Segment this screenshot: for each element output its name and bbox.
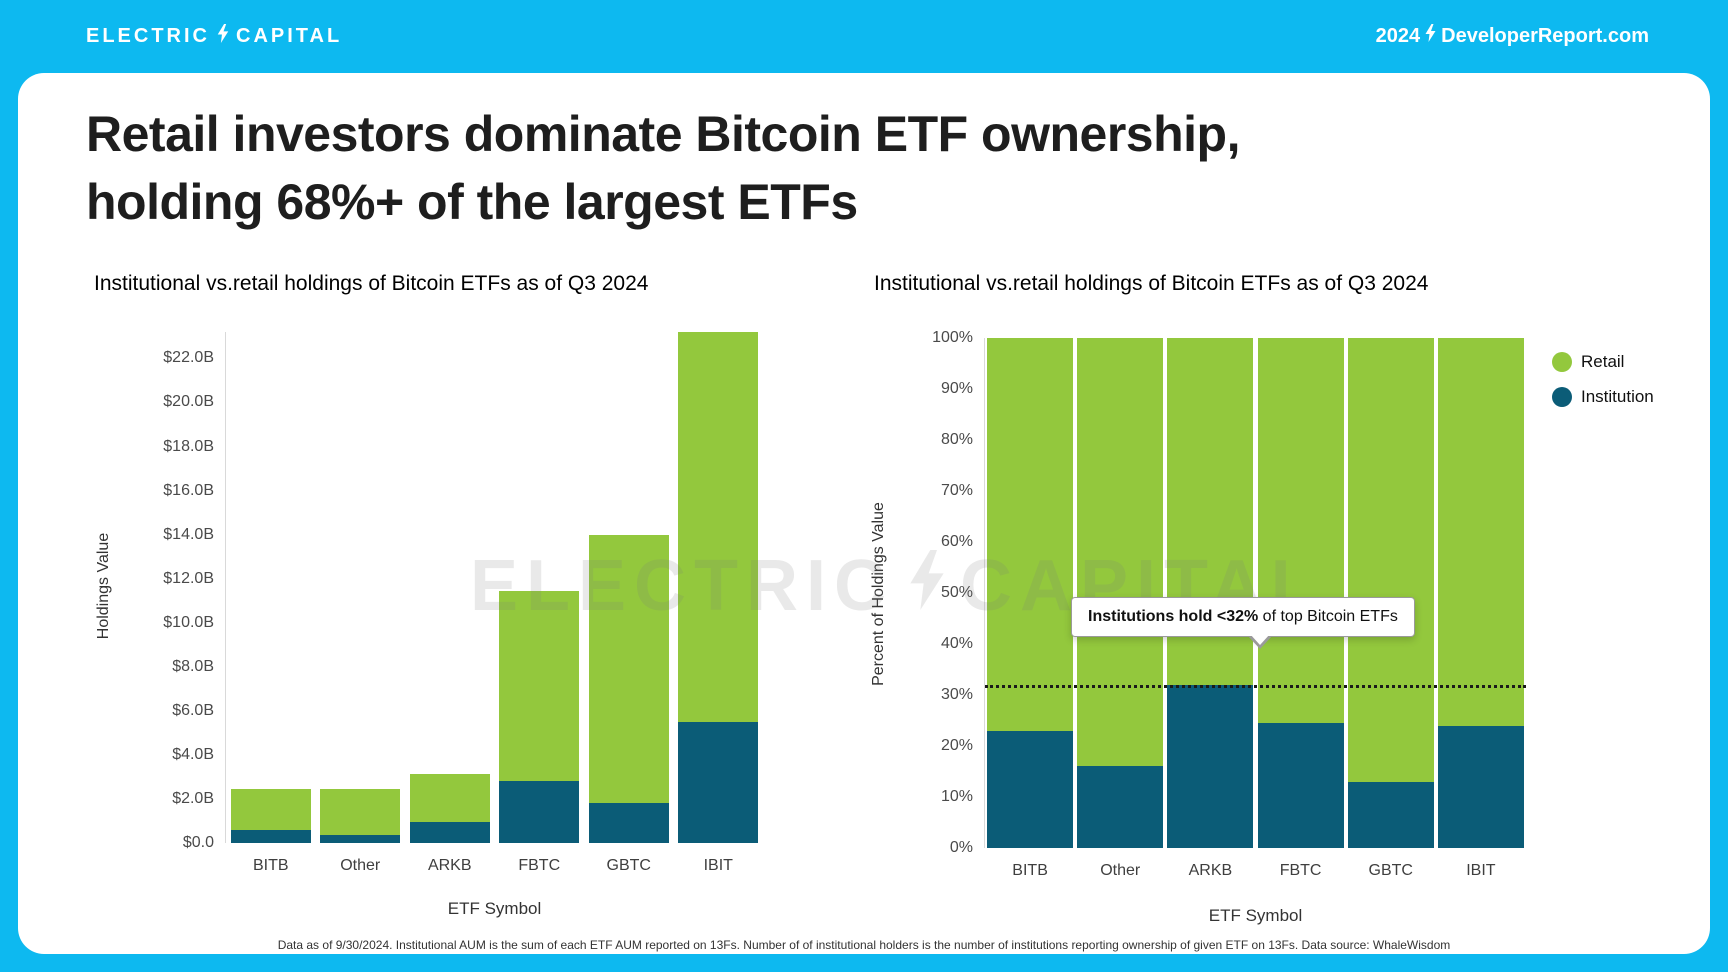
annotation-text: of top Bitcoin ETFs [1258,608,1398,625]
page-title-line2: holding 68%+ of the largest ETFs [86,174,858,230]
percent-chart-x-axis-title: ETF Symbol [1208,906,1303,925]
y-axis-tick-label: 30% [940,686,973,703]
y-axis-tick-label: $14.0B [163,525,214,543]
bar-other-institution [320,835,401,843]
x-axis-tick-label: IBIT [1466,862,1496,879]
bar-gbtc-retail [588,534,669,804]
y-axis-tick-label: 80% [940,431,973,448]
y-axis-tick-label: $8.0B [172,657,214,675]
percent-chart-plot: ETF Symbol Institutions hold <32% of top… [932,329,1526,925]
y-axis-tick-label: $18.0B [163,437,214,455]
bar-bitb-retail [230,789,311,830]
bar-gbtc-retail [1347,338,1434,782]
legend: Retail Institution [1552,352,1654,407]
x-axis-tick-label: IBIT [703,857,733,874]
logo-text-left: ELECTRIC [86,25,210,47]
bar-gbtc-institution [588,803,669,843]
annotation-callout: Institutions hold <32% of top Bitcoin ET… [1071,597,1415,649]
y-axis-tick-label: 20% [940,737,973,754]
value-chart-plot: ETF Symbol $0.0 $2.0B $4.0B $6.0B $8.0B $10.0… [163,332,763,918]
bar-fbtc-institution [499,781,580,843]
y-axis-tick-label: $22.0B [163,349,214,367]
bar-fbtc-institution [1257,723,1344,848]
bar-ibit-institution [678,721,759,843]
x-axis-tick-label: Other [1100,862,1141,879]
bar-other-institution [1077,766,1164,848]
y-axis-tick-label: $20.0B [163,393,214,411]
value-chart-title: Institutional vs.retail holdings of Bitc… [94,272,649,295]
footnote: Data as of 9/30/2024. Institutional AUM … [277,938,1451,952]
x-axis-tick-label: BITB [1012,862,1048,879]
percent-chart-title: Institutional vs.retail holdings of Bitc… [874,272,1429,295]
bar-fbtc-retail [1257,338,1344,724]
bar-ibit-retail [1437,338,1524,726]
legend-label-retail: Retail [1581,352,1625,371]
x-axis-tick-label: FBTC [1279,862,1322,879]
y-axis-tick-label: $4.0B [172,745,214,763]
y-axis-tick-label: $12.0B [163,569,214,587]
y-axis-tick-label: $10.0B [163,613,214,631]
y-axis-tick-label: 40% [940,635,973,652]
y-axis-tick-label: 10% [940,788,973,805]
bar-gbtc-institution [1347,781,1434,848]
x-axis-tick-label: BITB [252,857,289,874]
bar-arkb-institution [409,822,490,843]
y-axis-tick-label: 60% [940,533,973,550]
reference-line-32-percent [985,684,1526,688]
bolt-icon [217,24,229,49]
y-axis-tick-label: $16.0B [163,481,214,499]
legend-item-institution: Institution [1552,387,1654,407]
bolt-icon [1425,24,1436,48]
y-axis-tick-label: 90% [940,380,973,397]
bar-ibit-institution [1437,725,1524,848]
x-axis-tick-label: ARKB [1188,862,1233,879]
x-axis-tick-label: GBTC [606,857,651,874]
x-axis-tick-label: ARKB [427,857,472,874]
institution-color-swatch [1552,387,1572,407]
legend-label-institution: Institution [1581,387,1654,406]
y-axis-tick-label: 50% [940,584,973,601]
logo-text-right: CAPITAL [236,25,343,47]
y-axis-tick-label: 100% [932,329,973,346]
y-axis-tick-label: 0% [949,839,973,856]
electric-capital-logo: ELECTRIC CAPITAL [86,24,342,49]
retail-color-swatch [1552,352,1572,372]
x-axis-tick-label: GBTC [1368,862,1413,879]
bar-other-retail [1077,338,1164,767]
bar-fbtc-retail [499,590,580,782]
page-title: Retail investors dominate Bitcoin ETF ow… [86,100,1566,236]
bar-ibit-retail [678,332,759,722]
site-year: 2024 [1375,24,1421,47]
bar-other-retail [320,789,401,836]
bar-arkb-institution [1167,684,1254,848]
value-chart-x-axis-title: ETF Symbol [447,899,542,918]
y-axis-tick-label: $2.0B [172,789,214,807]
site-domain: DeveloperReport.com [1441,24,1649,47]
value-chart-y-axis-title: Holdings Value [95,532,112,640]
top-bar: ELECTRIC CAPITAL 2024 DeveloperReport.co… [0,0,1728,73]
y-axis-tick-label: $6.0B [172,701,214,719]
y-axis-tick-label: $0.0 [182,834,214,851]
x-axis-tick-label: Other [340,857,381,874]
bar-bitb-institution [987,730,1074,848]
bar-bitb-retail [987,338,1074,731]
x-axis-tick-label: FBTC [518,857,561,874]
page-title-line1: Retail investors dominate Bitcoin ETF ow… [86,106,1240,162]
y-axis-tick-label: 70% [940,482,973,499]
legend-item-retail: Retail [1552,352,1654,372]
bar-arkb-retail [409,773,490,823]
site-url[interactable]: 2024 DeveloperReport.com [1376,24,1649,48]
bar-bitb-institution [230,829,311,843]
annotation-bold-text: Institutions hold <32% [1088,608,1259,625]
